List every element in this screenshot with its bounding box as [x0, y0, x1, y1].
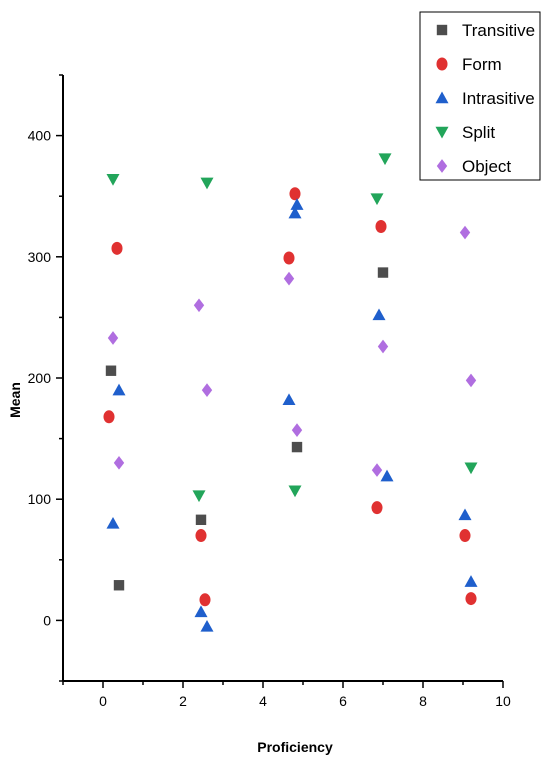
point-transitive — [291, 441, 303, 453]
point-object — [113, 456, 125, 470]
point-split — [200, 177, 214, 190]
point-form — [195, 529, 207, 543]
x-axis-title: Proficiency — [257, 739, 333, 755]
point-form — [371, 501, 383, 515]
point-object — [465, 373, 477, 388]
legend-label-form: Form — [462, 55, 502, 74]
point-split — [288, 485, 302, 498]
point-object — [459, 225, 471, 240]
point-intrasitive — [372, 308, 386, 321]
point-form — [465, 592, 477, 606]
point-form — [283, 251, 295, 265]
point-transitive — [377, 267, 389, 278]
y-tick-label: 100 — [28, 491, 52, 507]
point-intrasitive — [106, 516, 120, 529]
point-intrasitive — [288, 206, 302, 219]
point-object — [371, 463, 383, 477]
point-form — [289, 187, 301, 201]
point-object — [291, 423, 303, 437]
legend-label-split: Split — [462, 123, 495, 142]
y-tick-label: 400 — [28, 128, 52, 144]
x-tick-label: 0 — [99, 693, 107, 709]
legend: Transitive Form Intrasitive Split Object — [419, 11, 541, 181]
legend-label-transitive: Transitive — [462, 21, 535, 40]
point-split — [370, 193, 384, 206]
point-intrasitive — [200, 619, 214, 632]
point-form — [103, 410, 115, 424]
point-intrasitive — [380, 469, 394, 482]
x-tick-label: 8 — [419, 693, 427, 709]
point-split — [464, 462, 478, 475]
point-transitive — [195, 514, 207, 526]
y-tick-label: 300 — [28, 249, 52, 265]
legend-marker-form — [436, 57, 448, 71]
point-split — [106, 174, 120, 186]
point-intrasitive — [194, 605, 208, 618]
legend-marker-transitive — [436, 24, 448, 36]
legend-marker-object — [436, 159, 448, 173]
legend-marker-split — [435, 126, 449, 139]
point-object — [107, 331, 119, 345]
x-tick-label: 10 — [495, 693, 511, 709]
point-object — [201, 383, 213, 397]
data-points — [103, 153, 478, 632]
point-split — [378, 153, 392, 166]
point-object — [283, 271, 295, 286]
legend-label-object: Object — [462, 157, 511, 176]
point-intrasitive — [464, 575, 478, 587]
point-form — [199, 593, 211, 607]
point-intrasitive — [112, 383, 126, 396]
x-tick-label: 6 — [339, 693, 347, 709]
point-form — [111, 241, 123, 255]
point-intrasitive — [290, 198, 304, 210]
point-split — [192, 490, 206, 503]
y-tick-label: 200 — [28, 370, 52, 386]
x-tick-label: 2 — [179, 693, 187, 709]
y-axis-title: Mean — [7, 382, 23, 418]
point-object — [377, 339, 389, 354]
legend-marker-intrasitive — [435, 91, 449, 104]
point-transitive — [113, 580, 125, 591]
point-form — [375, 220, 387, 233]
point-intrasitive — [458, 508, 472, 521]
y-tick-label: 0 — [43, 612, 51, 628]
point-form — [459, 529, 471, 543]
legend-label-intrasitive: Intrasitive — [462, 89, 535, 108]
point-intrasitive — [282, 393, 296, 406]
x-tick-label: 4 — [259, 693, 267, 709]
point-object — [193, 298, 205, 313]
point-transitive — [105, 365, 117, 376]
